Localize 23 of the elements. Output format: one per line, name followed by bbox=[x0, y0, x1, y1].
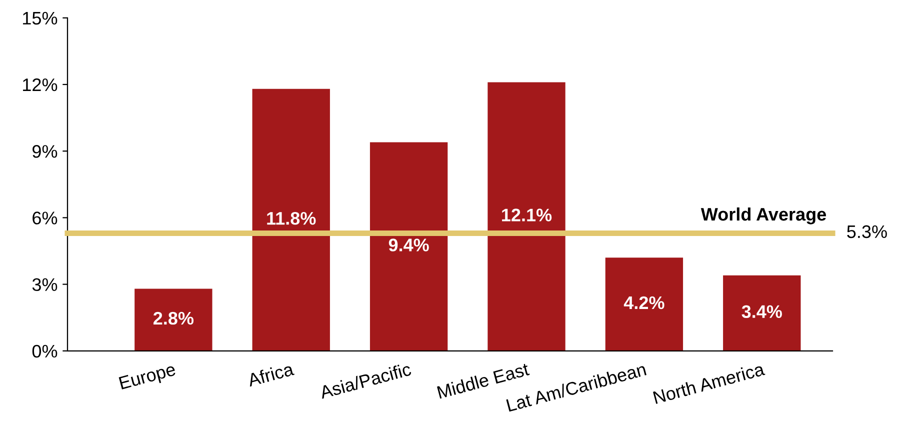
data-label: 2.8% bbox=[153, 312, 194, 325]
y-tick-label: 9% bbox=[32, 145, 58, 158]
text: 5.3% bbox=[847, 225, 887, 238]
data-label: 12.1% bbox=[502, 208, 552, 222]
y-tick-label: 0% bbox=[32, 344, 58, 358]
bar bbox=[605, 258, 684, 351]
data-label: 4.2% bbox=[624, 296, 664, 310]
bar bbox=[252, 88, 330, 351]
bar bbox=[723, 275, 801, 351]
bar bbox=[134, 288, 212, 351]
y-tick-label: 15% bbox=[23, 12, 58, 25]
y-tick-label: 12% bbox=[23, 78, 58, 92]
ref-line-label: World Average bbox=[700, 207, 826, 224]
y-tick-label: 3% bbox=[32, 278, 58, 292]
data-label: 11.8% bbox=[267, 212, 316, 225]
data-label: 9.4% bbox=[388, 238, 429, 252]
bar bbox=[370, 142, 448, 351]
x-tick-label: Africa bbox=[246, 362, 295, 387]
bar bbox=[488, 82, 566, 351]
y-tick-label: 6% bbox=[32, 212, 58, 224]
data-label: 3.4% bbox=[742, 305, 782, 318]
x-tick-label: North America bbox=[652, 362, 766, 404]
x-tick-label: Europe bbox=[118, 362, 178, 393]
